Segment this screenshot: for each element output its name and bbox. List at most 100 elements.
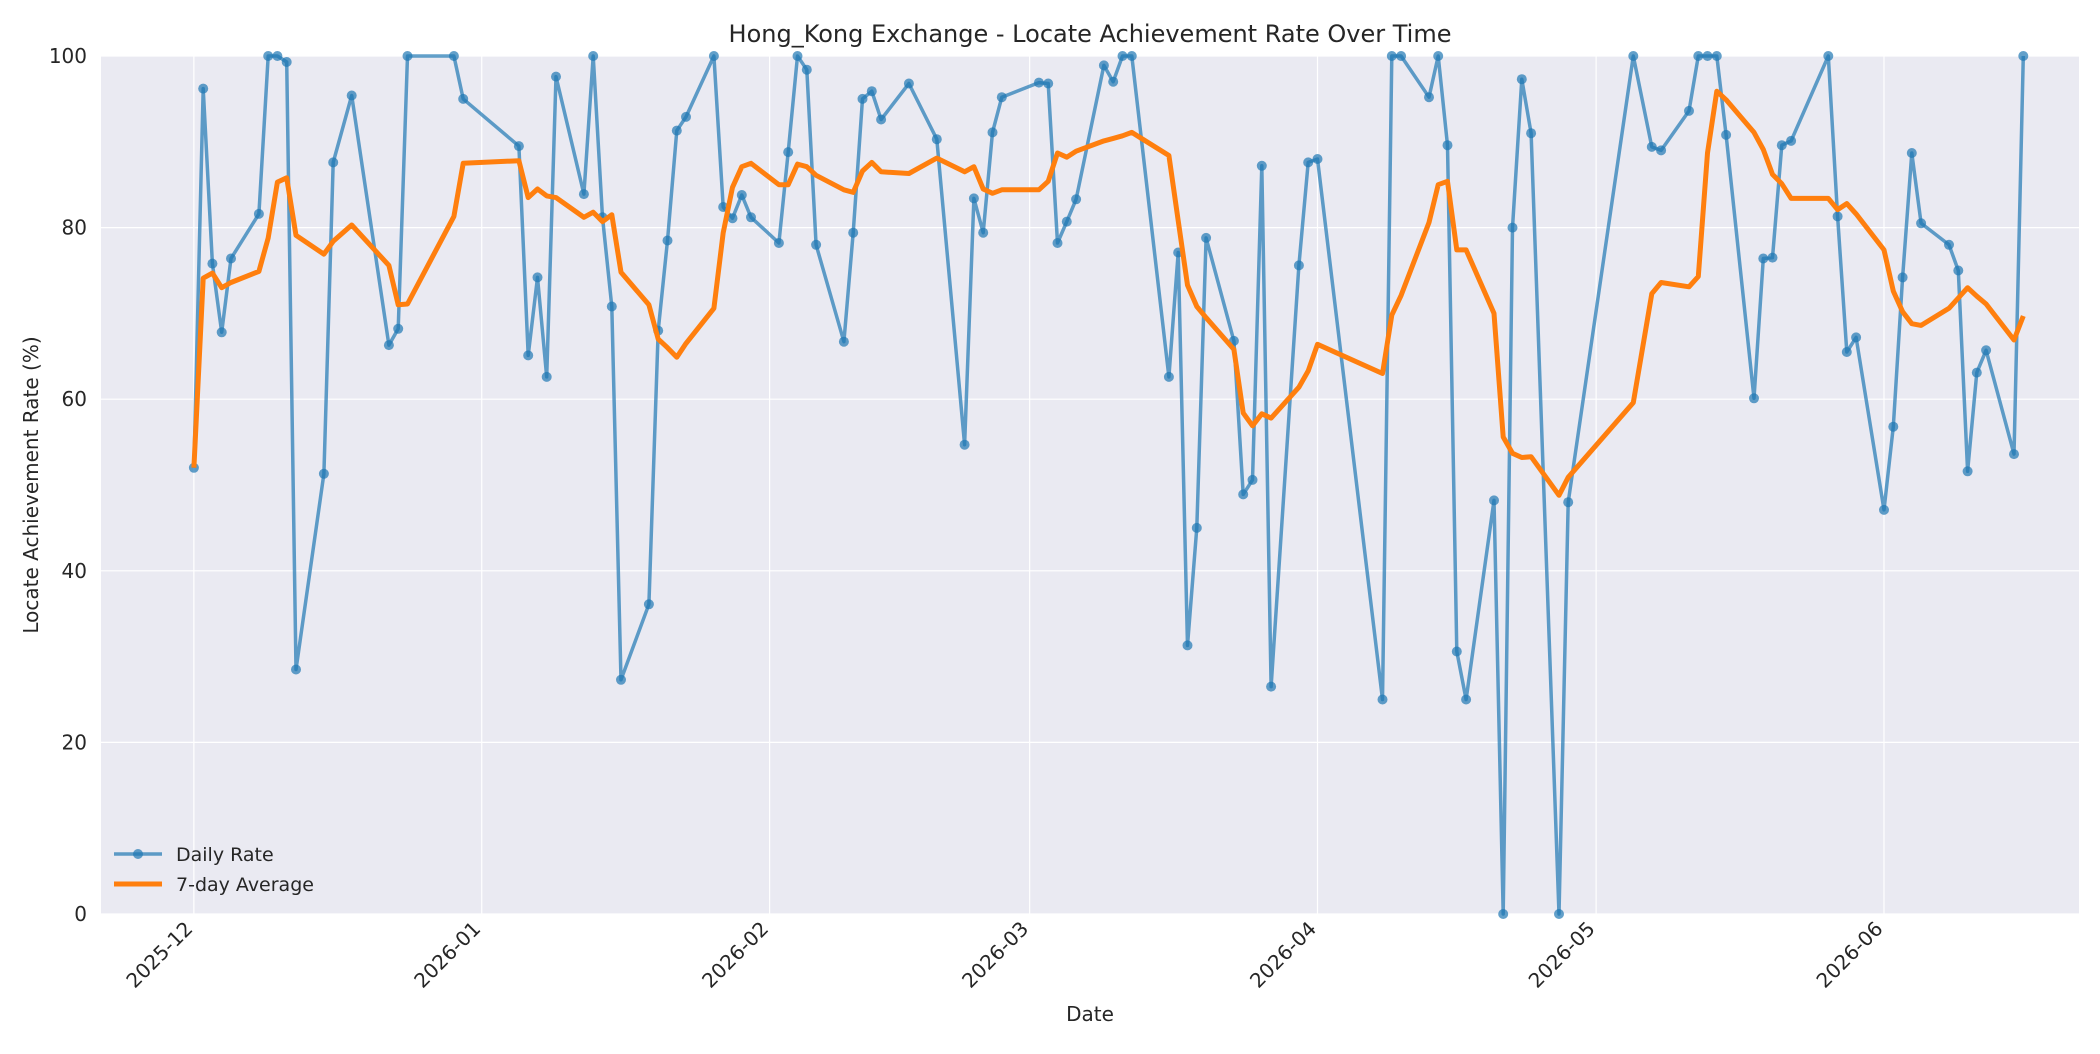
data-point: [541, 371, 552, 382]
chart-title: Hong_Kong Exchange - Locate Achievement …: [729, 20, 1452, 48]
data-point: [671, 125, 682, 136]
data-point: [1776, 140, 1787, 151]
data-point: [987, 127, 998, 138]
data-point: [968, 193, 979, 204]
data-point: [458, 93, 469, 104]
data-point: [1238, 489, 1249, 500]
data-point: [866, 86, 877, 97]
data-point: [402, 51, 413, 61]
data-point: [578, 189, 589, 200]
data-point: [2018, 51, 2029, 61]
data-point: [1767, 252, 1778, 263]
data-point: [551, 71, 561, 82]
data-point: [1098, 60, 1109, 71]
data-point: [291, 664, 301, 675]
data-point: [1554, 909, 1564, 919]
data-point: [1126, 51, 1137, 61]
data-point: [1563, 497, 1574, 508]
data-point: [1841, 347, 1852, 357]
data-point: [746, 212, 756, 223]
data-point: [1693, 51, 1704, 61]
series-line-7-day-average: [191, 88, 2026, 498]
data-point: [801, 64, 812, 75]
data-point: [207, 258, 218, 269]
legend: Daily Rate 7-day Average: [114, 844, 314, 896]
data-point: [1656, 145, 1667, 156]
data-point: [1971, 367, 1982, 378]
y-tick-label: 0: [74, 902, 87, 926]
data-point: [1721, 129, 1732, 140]
plot-area: [101, 56, 2079, 914]
data-point: [448, 51, 459, 61]
data-point: [606, 301, 617, 312]
data-point: [1442, 140, 1453, 151]
data-point: [1516, 74, 1527, 85]
data-point: [736, 190, 747, 200]
data-point: [1256, 160, 1267, 171]
data-point: [708, 51, 719, 61]
data-point: [1461, 694, 1472, 705]
data-point: [1906, 148, 1917, 158]
data-point: [1386, 51, 1397, 61]
data-point: [253, 208, 264, 219]
data-point: [959, 439, 970, 450]
data-point: [1628, 51, 1639, 61]
data-point: [198, 83, 209, 94]
data-point: [996, 92, 1007, 103]
data-point: [1061, 216, 1072, 227]
data-point: [588, 51, 599, 61]
data-point: [272, 51, 283, 61]
data-point: [978, 227, 989, 238]
data-point: [1526, 128, 1537, 139]
data-point: [773, 238, 784, 248]
data-point: [1981, 345, 1992, 356]
data-point: [2009, 449, 2019, 460]
y-axis-label: Locate Achievement Rate (%): [19, 336, 43, 633]
legend-label-daily-rate: Daily Rate: [176, 844, 274, 866]
data-point: [216, 327, 227, 338]
data-point: [876, 114, 887, 125]
data-point: [811, 239, 822, 250]
data-point: [1312, 154, 1323, 164]
data-point: [931, 134, 942, 145]
data-point: [1163, 371, 1174, 382]
data-point: [838, 336, 849, 347]
x-axis-label: Date: [1066, 1002, 1114, 1026]
data-point: [318, 468, 329, 479]
data-point: [1396, 51, 1407, 61]
y-tick-label: 60: [62, 387, 87, 411]
data-point: [1043, 78, 1054, 89]
data-point: [848, 227, 859, 238]
data-point: [346, 90, 357, 101]
data-point: [1201, 232, 1212, 243]
data-point: [1786, 135, 1797, 146]
data-point: [1758, 253, 1769, 264]
data-point: [783, 147, 794, 158]
data-point: [1507, 222, 1518, 233]
data-point: [643, 599, 654, 610]
data-point: [1944, 239, 1954, 250]
data-point: [1711, 51, 1722, 61]
data-point: [1293, 260, 1304, 271]
data-point: [1377, 694, 1388, 705]
data-point: [1451, 646, 1462, 657]
data-point: [727, 213, 738, 224]
data-point: [1433, 51, 1444, 61]
data-point: [1823, 51, 1834, 61]
data-point: [1191, 522, 1202, 533]
data-point: [1916, 218, 1927, 229]
data-point: [1266, 681, 1277, 692]
data-point: [1897, 272, 1908, 283]
data-point: [662, 235, 673, 246]
data-point: [383, 340, 394, 351]
data-point: [616, 674, 626, 685]
data-point: [523, 350, 534, 361]
data-point: [1832, 211, 1843, 222]
data-point: [1117, 51, 1128, 61]
data-point: [263, 51, 274, 61]
data-point: [328, 157, 339, 168]
data-point: [681, 111, 691, 122]
data-point: [1498, 909, 1509, 919]
data-point: [1749, 393, 1759, 404]
